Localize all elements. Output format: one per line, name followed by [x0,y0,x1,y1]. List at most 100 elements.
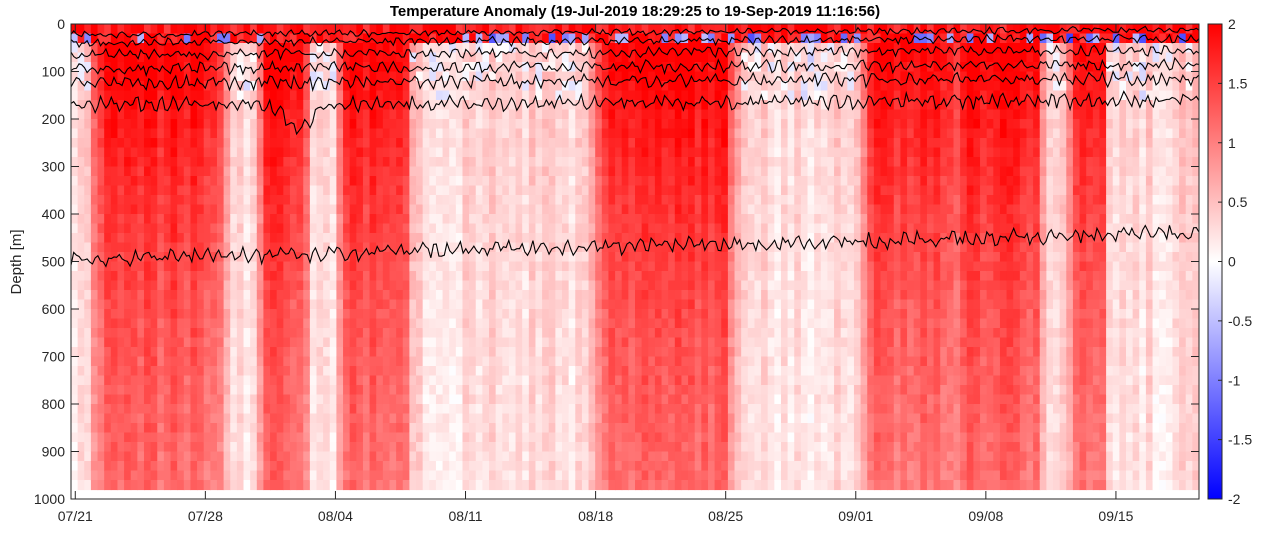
heatmap-cell [688,337,696,348]
heatmap-cell [668,309,676,320]
heatmap-cell [548,176,556,187]
heatmap-cell [707,470,716,481]
heatmap-cell [727,328,736,339]
heatmap-cell [568,337,576,348]
heatmap-cell [402,100,410,111]
heatmap-cell [489,166,497,177]
heatmap-cell [741,223,749,234]
heatmap-cell [343,328,351,339]
heatmap-cell [163,204,172,215]
heatmap-cell [502,147,510,158]
heatmap-cell [568,404,576,415]
heatmap-cell [90,138,99,149]
heatmap-cell [309,309,318,320]
heatmap-cell [77,90,85,101]
heatmap-cell [382,252,391,263]
heatmap-cell [197,81,205,92]
heatmap-cell [668,223,676,234]
heatmap-cell [495,43,503,54]
heatmap-cell [243,24,251,35]
heatmap-cell [336,242,344,253]
heatmap-cell [495,90,503,101]
heatmap-cell [628,195,636,206]
heatmap-cell [661,404,669,415]
heatmap-cell [661,356,669,367]
heatmap-cell [502,328,510,339]
heatmap-cell [469,432,477,443]
heatmap-cell [216,413,225,424]
heatmap-cell [688,43,696,54]
heatmap-cell [349,176,357,187]
heatmap-cell [356,109,364,120]
heatmap-cell [283,71,291,82]
heatmap-cell [674,242,683,253]
heatmap-cell [581,385,590,396]
heatmap-cell [402,204,410,215]
heatmap-cell [236,328,245,339]
heatmap-cell [475,157,483,168]
heatmap-cell [568,252,576,263]
heatmap-cell [329,52,338,63]
heatmap-cell [508,290,517,301]
heatmap-cell [522,185,530,196]
heatmap-cell [661,413,669,424]
heatmap-cell [336,176,344,187]
heatmap-cell [635,375,643,386]
heatmap-cell [502,461,510,472]
heatmap-cell [469,261,477,272]
heatmap-cell [648,404,656,415]
heatmap-cell [382,442,391,453]
heatmap-cell [316,413,324,424]
heatmap-cell [396,233,404,244]
heatmap-cell [77,309,85,320]
heatmap-cell [157,413,165,424]
heatmap-cell [376,347,384,358]
heatmap-cell [336,185,344,196]
heatmap-cell [621,52,629,63]
heatmap-cell [382,52,391,63]
heatmap-cell [289,309,298,320]
heatmap-cell [595,261,603,272]
heatmap-cell [389,242,397,253]
heatmap-cell [356,128,364,139]
heatmap-cell [263,290,271,301]
heatmap-cell [409,366,417,377]
heatmap-cell [243,470,251,481]
heatmap-cell [449,195,457,206]
heatmap-cell [210,366,218,377]
heatmap-cell [329,233,338,244]
heatmap-cell [276,138,284,149]
heatmap-cell [661,470,669,481]
heatmap-cell [701,33,709,44]
heatmap-cell [455,147,464,158]
heatmap-cell [90,328,99,339]
heatmap-cell [77,185,85,196]
heatmap-cell [694,404,702,415]
heatmap-cell [615,109,623,120]
heatmap-cell [389,252,397,263]
heatmap-cell [203,451,211,462]
heatmap-cell [734,119,742,130]
heatmap-cell [303,90,311,101]
heatmap-cell [707,119,716,130]
heatmap-cell [296,119,304,130]
heatmap-cell [721,62,729,73]
heatmap-cell [409,461,417,472]
heatmap-cell [608,271,616,282]
heatmap-cell [216,128,225,139]
heatmap-cell [170,185,178,196]
heatmap-cell [694,214,702,225]
heatmap-cell [734,100,742,111]
heatmap-cell [303,43,311,54]
heatmap-cell [707,299,716,310]
heatmap-cell [362,128,371,139]
heatmap-cell [170,24,178,35]
heatmap-cell [475,309,483,320]
heatmap-cell [734,480,742,491]
heatmap-cell [104,337,112,348]
heatmap-cell [197,233,205,244]
heatmap-cell [303,299,311,310]
heatmap-cell [130,176,138,187]
heatmap-cell [309,166,318,177]
heatmap-cell [489,24,497,35]
